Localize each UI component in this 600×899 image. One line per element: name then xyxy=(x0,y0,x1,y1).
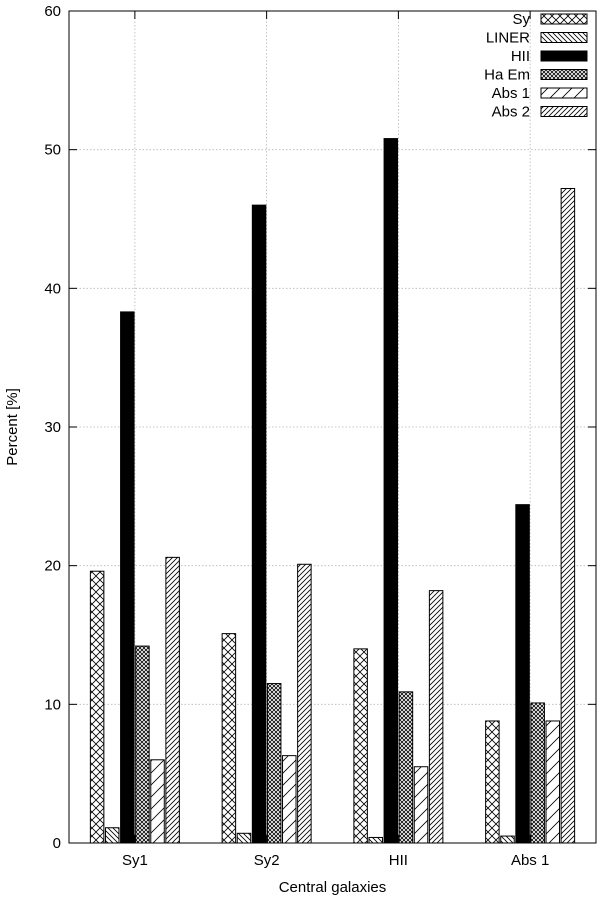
grid-lines xyxy=(69,11,596,843)
x-axis-title: Central galaxies xyxy=(279,879,387,896)
bar-sy-sy1 xyxy=(89,570,105,844)
bar-abs-2-hii xyxy=(428,590,444,844)
bar-ha-em-abs-1 xyxy=(530,702,545,844)
legend-label: Ha Em xyxy=(484,67,530,84)
bar-hii-hii xyxy=(383,138,399,844)
y-axis: 0 10 20 30 40 50 60 xyxy=(44,3,596,852)
legend-label: Abs 1 xyxy=(492,85,530,102)
y-tick-label: 0 xyxy=(53,835,61,852)
legend-label: Abs 2 xyxy=(492,104,530,121)
bar-liner-abs-1 xyxy=(500,835,515,844)
legend-swatch xyxy=(540,87,588,99)
legend-label: Sy xyxy=(512,11,530,28)
legend-swatch xyxy=(540,69,588,80)
bar-sy-abs-1 xyxy=(485,720,500,844)
y-tick-label: 10 xyxy=(44,696,61,713)
bar-liner-sy2 xyxy=(236,832,252,844)
bar-sy-sy2 xyxy=(221,633,237,844)
x-tick-label: Abs 1 xyxy=(511,852,549,869)
legend-swatch xyxy=(540,106,588,117)
bar-abs-1-abs-1 xyxy=(545,720,561,844)
y-tick-label: 50 xyxy=(44,142,61,159)
bar-abs-2-abs-1 xyxy=(560,187,576,844)
bar-ha-em-sy1 xyxy=(135,645,150,844)
bar-abs-2-sy2 xyxy=(297,563,312,844)
legend-swatch xyxy=(540,50,588,62)
bar-hii-sy2 xyxy=(251,204,267,844)
y-tick-label: 30 xyxy=(44,419,61,436)
bar-ha-em-hii xyxy=(398,691,414,844)
y-axis-title: Percent [%] xyxy=(4,388,21,466)
x-tick-label: Sy2 xyxy=(254,852,280,869)
bar-abs-1-sy1 xyxy=(150,759,165,844)
bar-hii-sy1 xyxy=(120,311,135,844)
legend-swatch xyxy=(540,13,588,25)
x-tick-label: Sy1 xyxy=(122,852,148,869)
y-tick-label: 40 xyxy=(44,280,61,297)
bar-liner-hii xyxy=(368,836,383,844)
legend-swatch xyxy=(540,32,588,43)
y-tick-label: 20 xyxy=(44,558,61,575)
legend-label: LINER xyxy=(486,30,530,47)
bar-sy-hii xyxy=(353,648,368,844)
bar-abs-1-hii xyxy=(413,766,429,844)
bar-hii-abs-1 xyxy=(515,504,530,844)
x-axis: Sy1 Sy2 HII Abs 1 xyxy=(122,11,549,869)
bar-ha-em-sy2 xyxy=(266,683,282,844)
bar-abs-1-sy2 xyxy=(282,755,297,844)
bars xyxy=(89,138,576,844)
y-tick-label: 60 xyxy=(44,3,61,20)
legend-label: HII xyxy=(511,48,530,65)
bar-abs-2-sy1 xyxy=(165,556,180,844)
x-tick-label: HII xyxy=(389,852,408,869)
bar-liner-sy1 xyxy=(104,827,120,844)
